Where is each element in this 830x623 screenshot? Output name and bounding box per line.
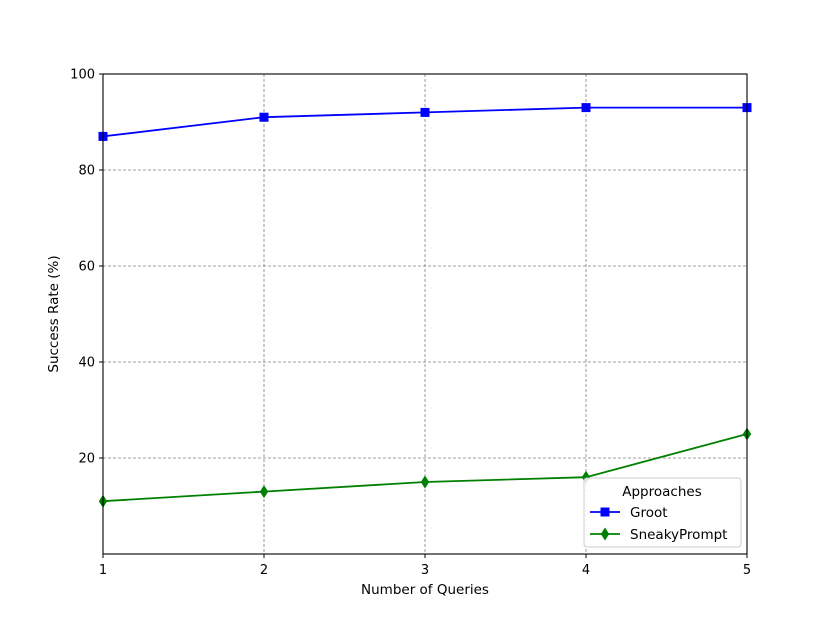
y-tick-label: 80: [78, 164, 95, 179]
y-tick-label: 60: [78, 260, 95, 275]
x-tick-label: 4: [582, 563, 590, 578]
y-tick-label: 20: [78, 452, 95, 467]
x-axis-label: Number of Queries: [361, 582, 489, 598]
axis-ticks: 1 2 3 4 5 20 40 60 80 100: [70, 68, 751, 579]
groot-point: [420, 107, 430, 117]
legend-box: [583, 477, 742, 548]
sneakyprompt-point: [420, 475, 430, 489]
x-tick-label: 5: [743, 563, 751, 578]
groot-point: [259, 112, 269, 122]
y-tick-label: 100: [70, 68, 95, 83]
legend-marker-sneakyprompt: [600, 527, 610, 541]
y-tick-label: 40: [78, 356, 95, 371]
sneakyprompt-point: [259, 485, 269, 499]
y-axis-label: Success Rate (%): [46, 255, 62, 372]
groot-point: [581, 103, 591, 113]
legend-label-sneakyprompt: SneakyPrompt: [630, 527, 727, 543]
legend-title: Approaches: [622, 484, 701, 500]
legend-label-groot: Groot: [630, 505, 668, 521]
x-tick-label: 2: [260, 563, 268, 578]
x-tick-label: 1: [99, 563, 107, 578]
legend-marker-groot: [600, 507, 610, 517]
legend: Approaches Groot SneakyPrompt: [583, 477, 742, 548]
x-tick-label: 3: [421, 563, 429, 578]
